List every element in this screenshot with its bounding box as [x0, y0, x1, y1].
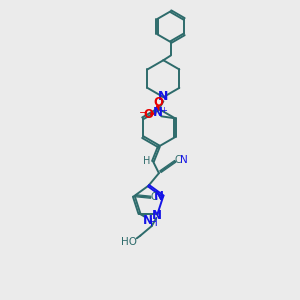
- Text: C: C: [150, 192, 157, 202]
- Text: N: N: [158, 90, 169, 103]
- Text: O: O: [143, 108, 153, 121]
- Text: N: N: [154, 190, 164, 202]
- Text: −: −: [139, 108, 148, 118]
- Text: H: H: [143, 156, 151, 166]
- Text: N: N: [155, 192, 163, 202]
- Text: N: N: [143, 214, 153, 227]
- Text: N: N: [180, 154, 188, 164]
- Text: H: H: [150, 218, 158, 228]
- Text: N: N: [153, 106, 163, 119]
- Text: O: O: [154, 96, 164, 110]
- Text: N: N: [152, 209, 162, 222]
- Text: C: C: [175, 154, 181, 164]
- Text: +: +: [160, 106, 167, 115]
- Text: HO: HO: [121, 237, 137, 247]
